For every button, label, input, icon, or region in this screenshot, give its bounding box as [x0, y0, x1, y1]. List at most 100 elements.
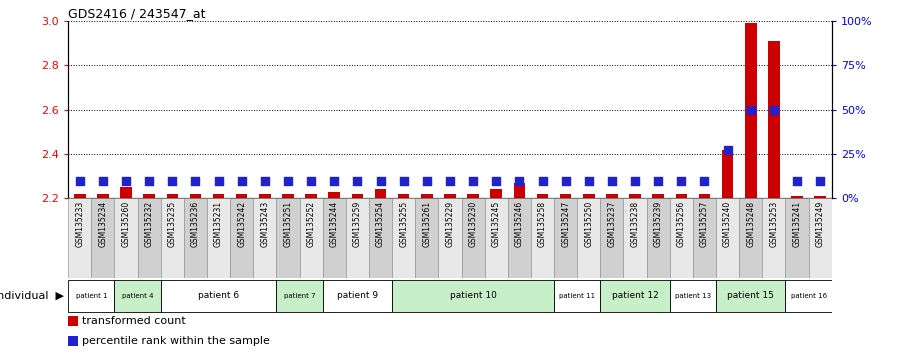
Bar [161, 280, 276, 312]
Text: GSM135252: GSM135252 [306, 201, 315, 247]
Bar [583, 194, 594, 198]
Bar [624, 198, 646, 278]
Bar [323, 280, 392, 312]
Bar [600, 198, 624, 278]
Bar [68, 336, 77, 346]
Point [165, 178, 180, 183]
Bar [392, 198, 415, 278]
Bar [531, 198, 554, 278]
Text: patient 4: patient 4 [122, 293, 154, 298]
Bar [484, 198, 508, 278]
Text: GSM135248: GSM135248 [746, 201, 755, 247]
Text: GSM135236: GSM135236 [191, 201, 200, 247]
Bar [467, 194, 479, 198]
Text: patient 11: patient 11 [559, 293, 595, 298]
Bar [785, 280, 832, 312]
Point [813, 178, 827, 183]
Text: patient 15: patient 15 [727, 291, 774, 300]
Bar [445, 194, 455, 198]
Bar [716, 280, 785, 312]
Bar [120, 187, 132, 198]
Bar [184, 198, 207, 278]
Bar [207, 198, 230, 278]
Bar [398, 194, 409, 198]
Bar [276, 198, 300, 278]
Bar [809, 198, 832, 278]
Bar [722, 150, 734, 198]
Text: patient 6: patient 6 [198, 291, 239, 300]
Text: GSM135233: GSM135233 [75, 201, 85, 247]
Bar [190, 194, 201, 198]
Bar [739, 198, 763, 278]
Point [535, 178, 550, 183]
Bar [693, 198, 716, 278]
Bar [305, 194, 317, 198]
Point [350, 178, 365, 183]
Text: GSM135253: GSM135253 [769, 201, 778, 247]
Point [73, 178, 87, 183]
Bar [68, 316, 77, 326]
Bar [97, 194, 109, 198]
Text: GSM135245: GSM135245 [492, 201, 501, 247]
Text: patient 12: patient 12 [612, 291, 658, 300]
Text: percentile rank within the sample: percentile rank within the sample [82, 336, 269, 346]
Bar [629, 194, 641, 198]
Point [374, 178, 388, 183]
Text: patient 9: patient 9 [337, 291, 378, 300]
Text: GSM135240: GSM135240 [724, 201, 732, 247]
Text: GSM135250: GSM135250 [584, 201, 594, 247]
Text: GSM135256: GSM135256 [677, 201, 685, 247]
Bar [392, 280, 554, 312]
Point [396, 178, 411, 183]
Bar [137, 198, 161, 278]
Point [651, 178, 665, 183]
Bar [508, 198, 531, 278]
Text: GSM135244: GSM135244 [330, 201, 339, 247]
Point [697, 178, 712, 183]
Bar [699, 194, 710, 198]
Bar [282, 194, 294, 198]
Bar [814, 196, 826, 198]
Point [582, 178, 596, 183]
Text: GSM135235: GSM135235 [168, 201, 176, 247]
Bar [369, 198, 392, 278]
Text: patient 7: patient 7 [284, 293, 315, 298]
Bar [115, 198, 137, 278]
Point [257, 178, 272, 183]
Bar [745, 23, 756, 198]
Bar [161, 198, 184, 278]
Point [95, 178, 110, 183]
Point [281, 178, 295, 183]
Bar [115, 280, 161, 312]
Text: GSM135255: GSM135255 [399, 201, 408, 247]
Point [604, 178, 619, 183]
Point [489, 178, 504, 183]
Point [465, 178, 480, 183]
Point [766, 107, 781, 113]
Bar [259, 194, 271, 198]
Bar [68, 198, 91, 278]
Text: GSM135242: GSM135242 [237, 201, 246, 247]
Point [512, 178, 526, 183]
Bar [276, 280, 323, 312]
Bar [230, 198, 254, 278]
Bar [670, 198, 693, 278]
Text: GSM135231: GSM135231 [215, 201, 223, 247]
Bar [491, 189, 502, 198]
Point [420, 178, 435, 183]
Text: GSM135260: GSM135260 [122, 201, 131, 247]
Text: GSM135230: GSM135230 [469, 201, 477, 247]
Bar [768, 41, 780, 198]
Bar [554, 280, 600, 312]
Bar [352, 194, 364, 198]
Text: GSM135251: GSM135251 [284, 201, 293, 247]
Point [235, 178, 249, 183]
Text: patient 16: patient 16 [791, 293, 826, 298]
Bar [606, 194, 618, 198]
Bar [375, 189, 386, 198]
Text: GSM135234: GSM135234 [98, 201, 107, 247]
Bar [166, 194, 178, 198]
Text: GSM135258: GSM135258 [538, 201, 547, 247]
Bar [763, 198, 785, 278]
Text: GSM135247: GSM135247 [561, 201, 570, 247]
